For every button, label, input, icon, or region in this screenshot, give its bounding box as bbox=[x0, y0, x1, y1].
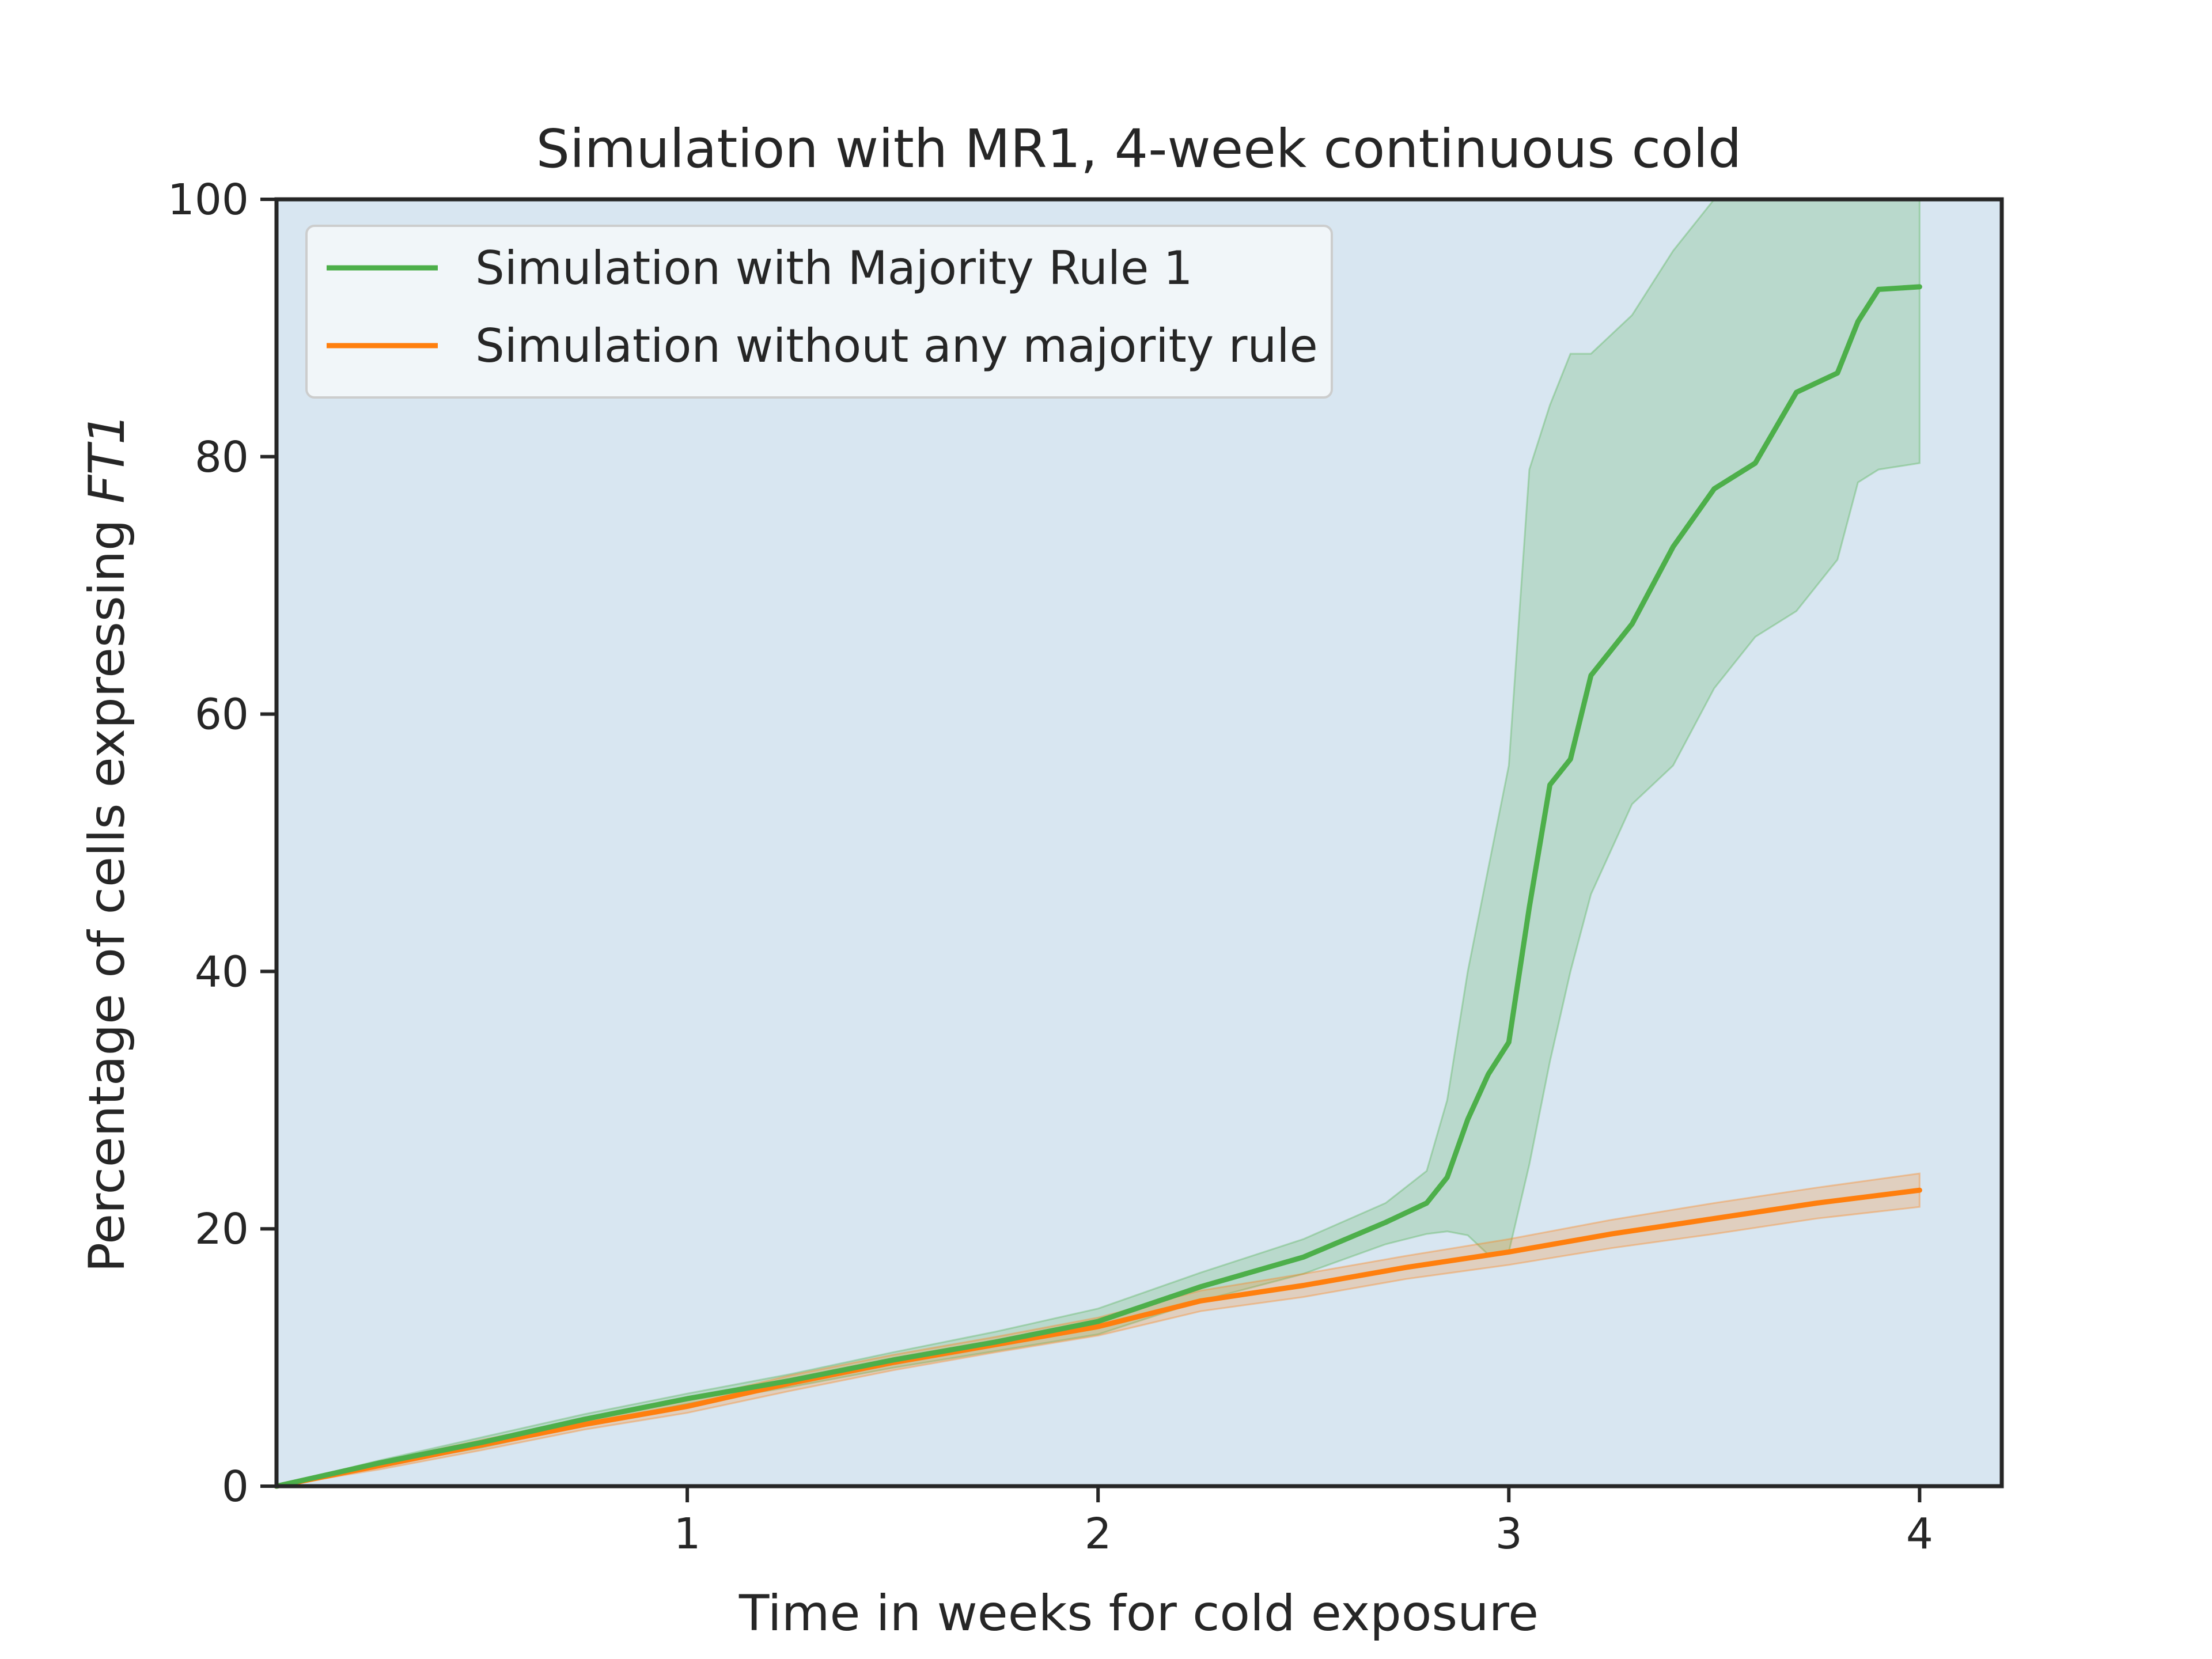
y-axis-label: Percentage of cells expressing FT1 bbox=[78, 413, 136, 1272]
y-tick-label: 60 bbox=[195, 690, 249, 740]
y-tick-label: 80 bbox=[195, 433, 249, 482]
x-tick-label: 1 bbox=[674, 1509, 701, 1559]
x-tick-label: 2 bbox=[1085, 1509, 1112, 1559]
y-tick-label: 40 bbox=[195, 947, 249, 997]
y-tick-label: 20 bbox=[195, 1205, 249, 1254]
legend-label-majority-rule-1: Simulation with Majority Rule 1 bbox=[475, 241, 1193, 295]
y-axis-label-main: Percentage of cells expressing bbox=[78, 503, 136, 1272]
chart-title: Simulation with MR1, 4-week continuous c… bbox=[536, 118, 1742, 180]
x-tick-label: 3 bbox=[1495, 1509, 1522, 1559]
y-ticks: 0 20 40 60 80 100 bbox=[168, 175, 276, 1512]
legend-box bbox=[305, 225, 1333, 399]
y-tick-label: 100 bbox=[168, 175, 249, 225]
series-lines bbox=[274, 284, 1922, 1489]
legend-label-no-majority-rule: Simulation without any majority rule bbox=[475, 319, 1318, 373]
x-ticks: 1 2 3 4 bbox=[674, 1486, 1933, 1559]
plot-area bbox=[276, 199, 2002, 1486]
line-majority-rule-1 bbox=[274, 284, 1922, 1489]
x-axis-label: Time in weeks for cold exposure bbox=[738, 1585, 1539, 1642]
legend: Simulation with Majority Rule 1 Simulati… bbox=[305, 225, 1333, 399]
band-majority-rule-1 bbox=[276, 198, 1921, 1487]
plot-frame bbox=[274, 197, 2004, 1488]
y-axis-label-italic: FT1 bbox=[78, 413, 136, 503]
y-tick-label: 0 bbox=[222, 1462, 249, 1512]
line-no-majority-rule bbox=[274, 1187, 1922, 1489]
x-tick-label: 4 bbox=[1906, 1509, 1933, 1559]
